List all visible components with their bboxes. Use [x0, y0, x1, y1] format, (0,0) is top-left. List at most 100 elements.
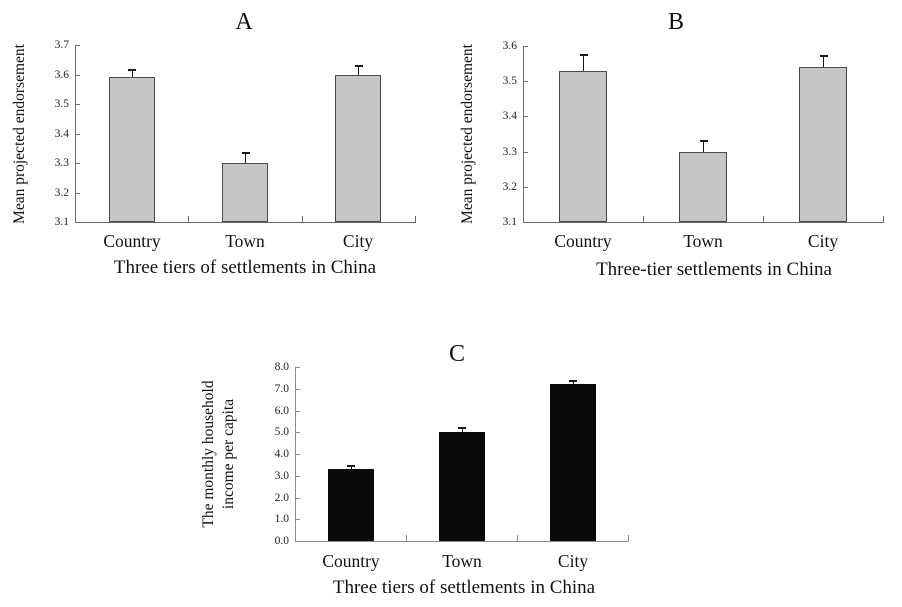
chart-c-y-tick — [296, 389, 300, 390]
chart-b-error-bar-town — [703, 141, 704, 152]
chart-c-y-tick — [296, 541, 300, 542]
chart-a-bar-town — [222, 163, 268, 222]
chart-c-y-tick — [296, 367, 300, 368]
chart-a-y-tick-label: 3.1 — [54, 216, 69, 228]
chart-a-x-tick — [188, 216, 189, 222]
chart-c-y-tick-label: 2.0 — [274, 492, 289, 504]
chart-a-panel-letter: A — [235, 9, 253, 35]
chart-b-bar-country — [559, 71, 607, 222]
chart-a-y-tick-label: 3.2 — [54, 187, 69, 199]
chart-c-bar-country — [328, 469, 374, 541]
chart-c-error-bar-cap-country — [347, 465, 355, 467]
chart-b-error-bar-country — [583, 55, 584, 71]
chart-b-panel-letter: B — [667, 9, 684, 35]
chart-a-bar-country — [109, 77, 155, 222]
chart-c-y-tick — [296, 432, 300, 433]
chart-b-x-axis-label: Three-tier settlements in China — [596, 259, 832, 280]
chart-b-x-tick — [763, 216, 764, 222]
chart-b-y-axis-line — [523, 46, 524, 223]
chart-b-y-tick-label: 3.5 — [502, 75, 517, 87]
chart-c-x-tick — [628, 535, 629, 541]
chart-a-y-tick — [76, 75, 80, 76]
chart-c-panel-letter: C — [448, 341, 465, 367]
chart-c-error-bar-cap-town — [458, 427, 466, 429]
chart-a-y-tick-label: 3.4 — [54, 128, 69, 140]
chart-a-y-tick-label: 3.6 — [54, 69, 69, 81]
chart-c-y-tick — [296, 476, 300, 477]
chart-c-category-label-city: City — [557, 551, 589, 571]
chart-a-y-tick — [76, 222, 80, 223]
chart-b-x-axis-line — [523, 222, 884, 223]
chart-c-y-tick-label: 6.0 — [274, 405, 289, 417]
chart-c-y-tick — [296, 454, 300, 455]
chart-a-y-tick — [76, 134, 80, 135]
chart-a-x-axis-label: Three tiers of settlements in China — [113, 257, 377, 278]
chart-b-x-tick — [643, 216, 644, 222]
chart-b-y-tick — [524, 81, 528, 82]
chart-b-error-bar-cap-city — [820, 55, 828, 57]
chart-b-y-tick — [524, 116, 528, 117]
chart-a-error-bar-cap-country — [128, 69, 136, 71]
chart-b-error-bar-city — [823, 56, 824, 67]
chart-a-y-tick — [76, 104, 80, 105]
chart-a-x-tick — [302, 216, 303, 222]
chart-c-y-tick — [296, 519, 300, 520]
chart-b-bar-city — [799, 67, 847, 222]
chart-a-y-tick — [76, 45, 80, 46]
chart-a-x-tick — [415, 216, 416, 222]
chart-c-y-axis-line — [295, 367, 296, 542]
chart-b-category-label-town: Town — [683, 231, 723, 251]
chart-c-y-axis-label-line2: income per capita — [220, 398, 237, 510]
chart-c-category-label-country: Country — [322, 551, 380, 571]
chart-a-bar-city — [335, 75, 381, 222]
chart-a-category-label-city: City — [342, 231, 374, 251]
chart-c-y-axis-label: The monthly household income per capita — [199, 337, 239, 571]
chart-c-category-label-town: Town — [442, 551, 482, 571]
chart-a-x-axis-line — [75, 222, 416, 223]
chart-c-bar-city — [550, 384, 596, 541]
chart-c-y-tick-label: 1.0 — [274, 513, 289, 525]
chart-a-error-bar-cap-city — [355, 65, 363, 67]
chart-c-bar-town — [439, 432, 485, 541]
chart-c-y-tick-label: 5.0 — [274, 426, 289, 438]
chart-c-y-tick — [296, 411, 300, 412]
chart-a-y-axis-line — [75, 45, 76, 223]
chart-c-x-tick — [517, 535, 518, 541]
chart-c-y-tick-label: 0.0 — [274, 535, 289, 547]
chart-c-y-axis-label-line1: The monthly household — [200, 380, 217, 528]
chart-b-y-tick-label: 3.2 — [502, 181, 517, 193]
chart-c-y-tick-label: 7.0 — [274, 383, 289, 395]
chart-b-y-tick-label: 3.3 — [502, 146, 517, 158]
chart-c-error-bar-town — [462, 428, 463, 432]
chart-a-error-bar-country — [132, 70, 133, 77]
chart-b-y-tick-label: 3.4 — [502, 110, 517, 122]
chart-b-error-bar-cap-country — [580, 54, 588, 56]
chart-a-error-bar-cap-town — [242, 152, 250, 154]
chart-a-y-tick-label: 3.5 — [54, 98, 69, 110]
chart-a-category-label-town: Town — [225, 231, 265, 251]
chart-b-y-tick — [524, 222, 528, 223]
chart-b-y-tick — [524, 46, 528, 47]
chart-a-error-bar-city — [358, 66, 359, 75]
chart-c-y-tick-label: 8.0 — [274, 361, 289, 373]
chart-b-bar-town — [679, 152, 727, 222]
chart-a-category-label-country: Country — [103, 231, 161, 251]
chart-c-x-tick — [406, 535, 407, 541]
chart-b-y-tick — [524, 187, 528, 188]
chart-c-y-tick — [296, 498, 300, 499]
chart-b-y-tick-label: 3.1 — [502, 216, 517, 228]
chart-b-y-tick — [524, 152, 528, 153]
chart-c-y-tick-label: 3.0 — [274, 470, 289, 482]
chart-a-y-tick — [76, 193, 80, 194]
chart-c-error-bar-country — [351, 466, 352, 469]
chart-b-error-bar-cap-town — [700, 140, 708, 142]
chart-b-category-label-country: Country — [554, 231, 612, 251]
chart-a-error-bar-town — [245, 153, 246, 163]
chart-a-y-tick-label: 3.7 — [54, 39, 69, 51]
chart-c-y-tick-label: 4.0 — [274, 448, 289, 460]
chart-a-y-tick-label: 3.3 — [54, 157, 69, 169]
